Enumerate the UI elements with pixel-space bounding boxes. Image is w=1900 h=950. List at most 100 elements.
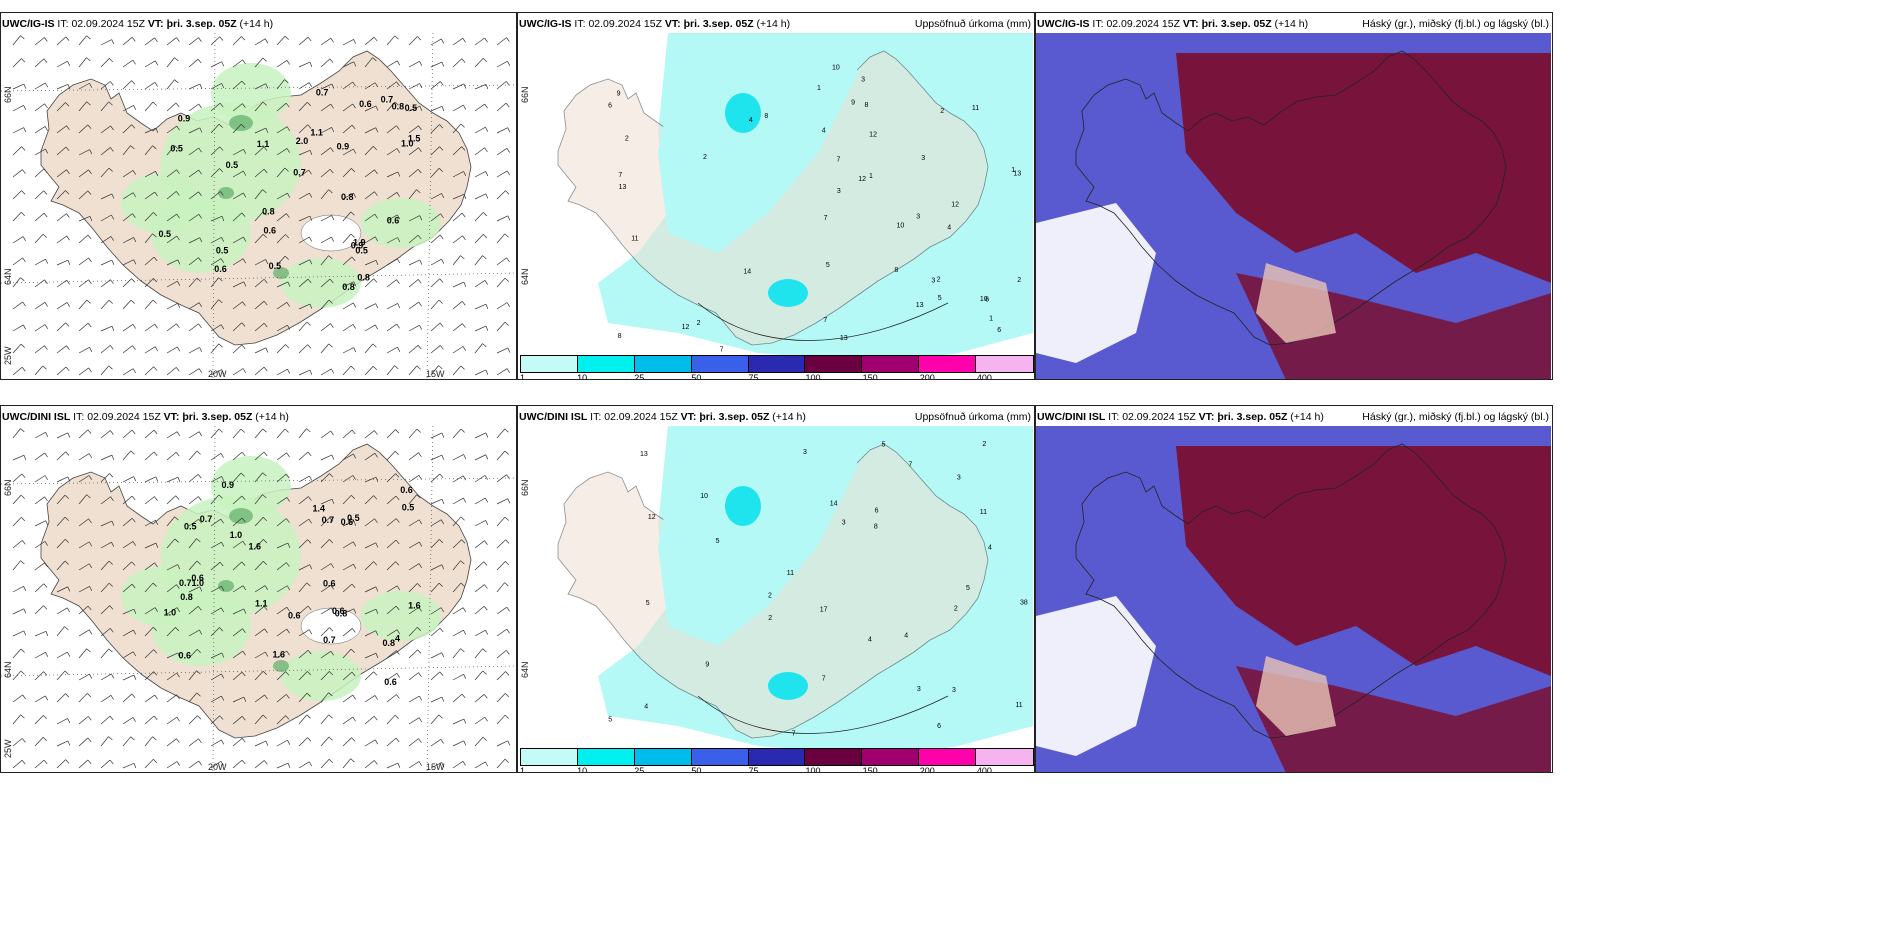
wind-barb — [100, 147, 114, 156]
accum-label: 3 — [861, 76, 865, 83]
wind-barb — [188, 169, 202, 178]
precip-map[interactable]: 5 7 10 4 2 3 11 7 4 2 5 11 9 8 14 3 6 12 7 5 17 38 13 11 6 4 3 3 2 3 4… — [518, 426, 1033, 772]
wind-barb — [386, 629, 401, 637]
precip-label: 0.5 — [170, 143, 183, 153]
wind-barb — [408, 519, 423, 527]
wind-barb — [474, 475, 488, 483]
wind-barb — [342, 302, 357, 310]
wind-barb — [254, 539, 268, 549]
wind-barb — [144, 171, 159, 178]
wind-barb — [408, 365, 421, 376]
colorbar-tick: 50 — [691, 373, 702, 380]
wind-barb — [78, 322, 92, 332]
lat-label-64n: 64N — [520, 661, 530, 678]
wind-barb — [56, 586, 71, 593]
precip-core — [725, 486, 761, 526]
precip-core — [218, 580, 234, 592]
wind-barb — [474, 126, 489, 134]
wind-barb — [144, 496, 158, 505]
wind-barb — [166, 584, 180, 593]
wind-barb — [386, 237, 401, 244]
accum-label: 11 — [787, 570, 794, 577]
wind-barb — [122, 368, 137, 376]
wind-barb — [342, 365, 355, 376]
wind-barb — [430, 714, 443, 725]
wind-barb — [78, 101, 91, 112]
wind-barb — [12, 343, 25, 354]
wind-barb — [210, 585, 225, 593]
wind-barb — [430, 124, 444, 134]
wind-barb — [100, 325, 115, 332]
wind-barb — [166, 476, 181, 483]
wind-barb — [100, 473, 114, 483]
wind-barb — [452, 146, 466, 156]
colorbar-tick: 150 — [862, 766, 878, 773]
lat-label-64n: 64N — [3, 268, 13, 285]
wind-barb — [254, 347, 269, 354]
wind-barb — [122, 450, 135, 461]
wind-barb — [430, 234, 444, 244]
wind-barb — [144, 346, 159, 354]
wind-barb — [122, 345, 136, 354]
wind-barb — [144, 101, 157, 112]
wind-barb — [254, 651, 269, 659]
wind-barb — [144, 671, 158, 681]
wind-barb — [276, 585, 291, 593]
accum-label: 9 — [705, 662, 709, 669]
precip-label: 1.1 — [310, 128, 323, 138]
colorbar-swatch — [919, 749, 976, 765]
wind-barb — [188, 715, 202, 725]
wind-barb — [496, 233, 509, 244]
wind-barb — [298, 344, 312, 354]
wind-barb — [100, 695, 114, 703]
precip-label: 0.8 — [341, 192, 354, 202]
wind-barb — [210, 258, 224, 266]
iceland-outline — [1075, 50, 1507, 346]
precip-colorbar — [520, 748, 1034, 766]
accum-label: 14 — [830, 501, 838, 508]
wind-barb — [430, 454, 445, 461]
wind-barb — [298, 428, 311, 439]
cloud-map[interactable] — [1036, 33, 1551, 379]
wind-barb — [78, 494, 91, 505]
wind-barb — [34, 58, 48, 68]
precip-label: 1.1 — [255, 599, 268, 609]
wind-barb — [254, 561, 268, 571]
wind-barb — [430, 564, 445, 571]
wind-barb — [342, 758, 355, 769]
wind-barb — [210, 494, 223, 505]
precip-label: 1.6 — [249, 542, 262, 552]
precip-label: 2.0 — [296, 136, 309, 146]
wind-barb — [408, 105, 423, 112]
wind-barb — [364, 105, 379, 112]
precip-map[interactable]: 6 7 2 2 6 7 11 7 7 9 12 8 3 14 13 5 4 12 3 9 8 13 1 10 12 13 12 10 1… — [518, 33, 1033, 379]
wind-barb — [232, 258, 247, 266]
wind-map[interactable]: 0.9 0.7 1.5 0.9 0.5 1.1 0.6 0.5 0.7 0.5 0.8 1.1 0.6 0… — [1, 33, 516, 379]
wind-barb — [364, 760, 378, 769]
cloud-title: Háský (gr.), miðský (fj.bl.) og lágský (… — [1362, 18, 1549, 30]
wind-barb — [144, 649, 158, 659]
panel-clouds-top: UWC/IG-IS IT: 02.09.2024 15Z VT: þri. 3.… — [1035, 12, 1553, 380]
wind-map[interactable]: 0.6 0.5 0.6 0.6 0.6 0.8 0.5 0.6 0.5 1.6 0.6 0.8 0.7 0… — [1, 426, 516, 772]
accum-label: 3 — [921, 155, 925, 162]
wind-barb — [100, 628, 114, 637]
precip-core — [273, 660, 289, 672]
wind-barb — [144, 626, 157, 637]
wind-barb — [408, 234, 422, 244]
wind-barb — [34, 190, 48, 200]
wind-barb — [386, 585, 401, 593]
wind-barb — [386, 694, 400, 703]
wind-barb — [56, 560, 69, 571]
precip-field — [658, 43, 858, 253]
wind-barb — [144, 256, 158, 266]
wind-barb — [210, 146, 224, 156]
precip-area — [121, 173, 201, 233]
precip-label: 0.71.0 — [179, 578, 204, 588]
cloud-map[interactable] — [1036, 426, 1551, 772]
wind-barb — [320, 714, 333, 725]
wind-barb — [56, 693, 70, 703]
wind-barb — [210, 343, 223, 354]
wind-barb — [430, 193, 445, 200]
wind-barb — [166, 451, 180, 461]
wind-barb — [298, 215, 313, 222]
